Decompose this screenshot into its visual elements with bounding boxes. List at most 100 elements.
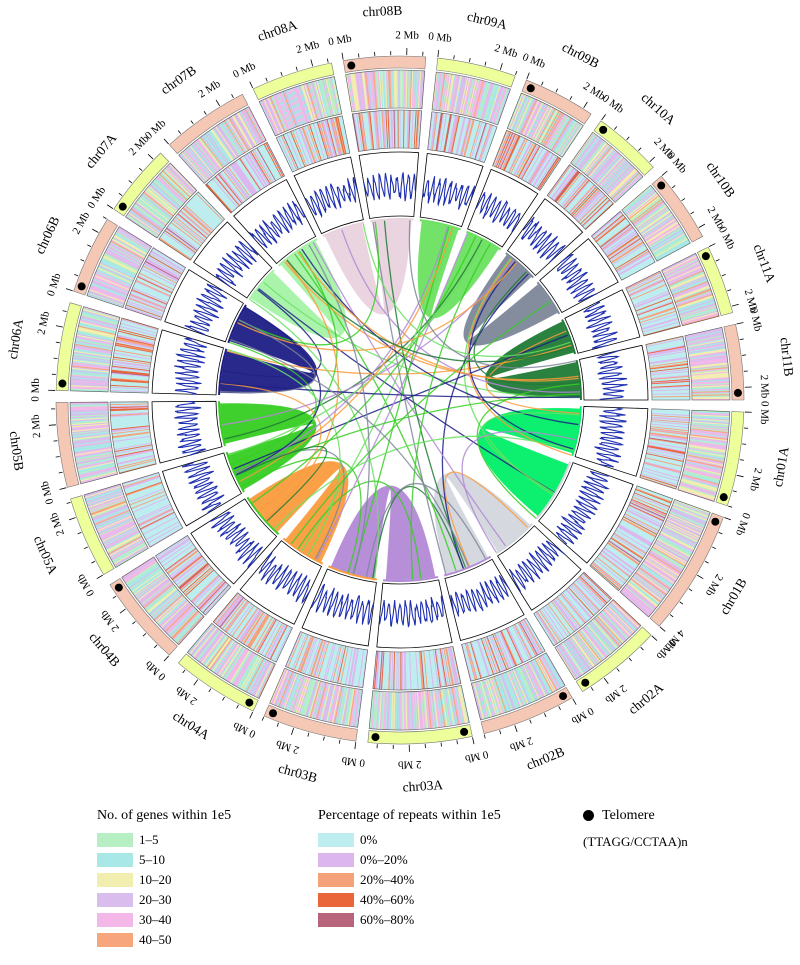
gene-density-bin bbox=[283, 90, 299, 127]
chromosome-band bbox=[177, 653, 259, 712]
gene-density-bin bbox=[673, 501, 710, 516]
gene-density-bin bbox=[172, 611, 200, 641]
gene-density-bin bbox=[638, 209, 671, 233]
repeat-density-bin bbox=[403, 110, 405, 149]
repeat-density-bin bbox=[556, 172, 581, 204]
gene-track-border bbox=[69, 401, 118, 485]
repeat-density-bin bbox=[291, 130, 308, 167]
gene-density-bin bbox=[102, 255, 138, 274]
gene-density-bin bbox=[213, 641, 237, 674]
ideogram-inner bbox=[246, 496, 280, 536]
repeat-density-bin bbox=[266, 623, 286, 659]
gene-density-bin bbox=[509, 670, 526, 706]
repeat-density-bin bbox=[437, 648, 445, 687]
repeat-density-bin bbox=[214, 176, 240, 207]
chromosome-label: chr11A bbox=[751, 242, 779, 285]
repeat-density-bin bbox=[431, 112, 438, 151]
telomere-marker bbox=[711, 517, 720, 526]
repeat-density-bin bbox=[278, 136, 296, 172]
repeat-density-bin bbox=[112, 361, 151, 368]
repeat-density-bin bbox=[394, 651, 397, 690]
repeat-density-bin bbox=[117, 335, 155, 345]
repeat-density-bin bbox=[555, 597, 580, 629]
gene-density-bin bbox=[689, 360, 728, 366]
repeat-density-bin bbox=[146, 521, 180, 542]
repeat-density-bin bbox=[110, 409, 149, 413]
repeat-density-bin bbox=[616, 528, 650, 550]
gene-density-bin bbox=[244, 657, 264, 692]
gene-density-bin bbox=[326, 77, 337, 116]
gene-density-bin bbox=[482, 83, 495, 121]
gene-density-bin bbox=[676, 292, 713, 307]
gene-density-bin bbox=[557, 121, 579, 155]
gene-density-bin bbox=[146, 587, 177, 613]
repeat-density-bin bbox=[634, 492, 670, 508]
repeat-density-bin bbox=[284, 133, 301, 169]
gene-legend-item: 40–50 bbox=[97, 930, 231, 950]
chromosome-label: chr06A bbox=[5, 318, 26, 361]
repeat-density-bin bbox=[562, 178, 589, 209]
gene-track-border bbox=[86, 226, 152, 309]
repeat-density-bin bbox=[414, 651, 418, 690]
repeat-density-bin bbox=[292, 130, 308, 166]
repeat-density-bin bbox=[287, 132, 304, 168]
axis-tick bbox=[718, 531, 723, 535]
gene-density-bin bbox=[204, 133, 229, 165]
repeat-density-bin bbox=[110, 410, 149, 414]
repeat-density-bin bbox=[632, 288, 669, 305]
gene-density-bin bbox=[483, 679, 497, 717]
repeat-density-bin bbox=[446, 114, 455, 153]
repeat-density-bin bbox=[575, 580, 603, 609]
gene-density-bin bbox=[230, 116, 252, 150]
repeat-density-bin bbox=[252, 149, 273, 184]
repeat-density-bin bbox=[476, 123, 490, 161]
repeat-density-bin bbox=[146, 258, 180, 279]
gene-density-bin bbox=[691, 377, 730, 382]
gene-density-bin bbox=[649, 550, 683, 572]
gene-density-bin bbox=[636, 207, 669, 231]
repeat-density-bin bbox=[435, 649, 442, 688]
repeat-density-bin bbox=[513, 141, 532, 176]
synteny-link bbox=[273, 435, 573, 530]
gene-track-border bbox=[506, 92, 584, 158]
gene-density-bin bbox=[328, 77, 339, 115]
repeat-density-bin bbox=[227, 166, 252, 198]
repeat-track-border bbox=[212, 592, 293, 663]
gene-density-bin bbox=[74, 345, 112, 354]
gene-swatch bbox=[97, 893, 133, 907]
gene-density-bin bbox=[228, 649, 250, 683]
repeat-density-bin bbox=[219, 597, 244, 628]
gene-density-bin bbox=[324, 684, 335, 722]
repeat-density-bin bbox=[289, 633, 306, 669]
gene-legend-label: 10–20 bbox=[139, 872, 172, 887]
gene-density-bin bbox=[82, 308, 120, 321]
axis-tick bbox=[59, 487, 67, 490]
repeat-density-bin bbox=[312, 640, 326, 677]
gene-density-bin bbox=[72, 432, 110, 438]
gene-density-bin bbox=[571, 132, 595, 165]
chromosome-label: chr05B bbox=[7, 430, 27, 471]
repeat-density-bin bbox=[255, 147, 276, 182]
gene-density-bin bbox=[675, 291, 713, 306]
repeat-density-bin bbox=[609, 539, 642, 562]
gene-density-bin bbox=[560, 643, 583, 676]
gc-content-line bbox=[181, 461, 225, 514]
gene-density-bin bbox=[420, 691, 425, 730]
gene-density-bin bbox=[680, 308, 718, 321]
gene-density-bin bbox=[234, 113, 255, 148]
gene-density-bin bbox=[542, 111, 563, 146]
repeat-density-bin bbox=[626, 272, 661, 290]
gene-density-bin bbox=[529, 104, 548, 139]
repeat-density-bin bbox=[228, 165, 252, 197]
gene-density-bin bbox=[70, 412, 109, 417]
repeat-density-bin bbox=[228, 603, 253, 635]
gene-density-bin bbox=[628, 580, 660, 605]
repeat-density-bin bbox=[603, 229, 636, 253]
axis-tick bbox=[638, 147, 642, 151]
repeat-density-bin bbox=[581, 574, 610, 602]
gene-density-bin bbox=[136, 575, 168, 600]
repeat-density-bin bbox=[496, 632, 513, 668]
repeat-density-bin bbox=[467, 120, 479, 158]
chromosome-label: chr08A bbox=[256, 17, 299, 44]
repeat-track-border bbox=[492, 129, 562, 191]
